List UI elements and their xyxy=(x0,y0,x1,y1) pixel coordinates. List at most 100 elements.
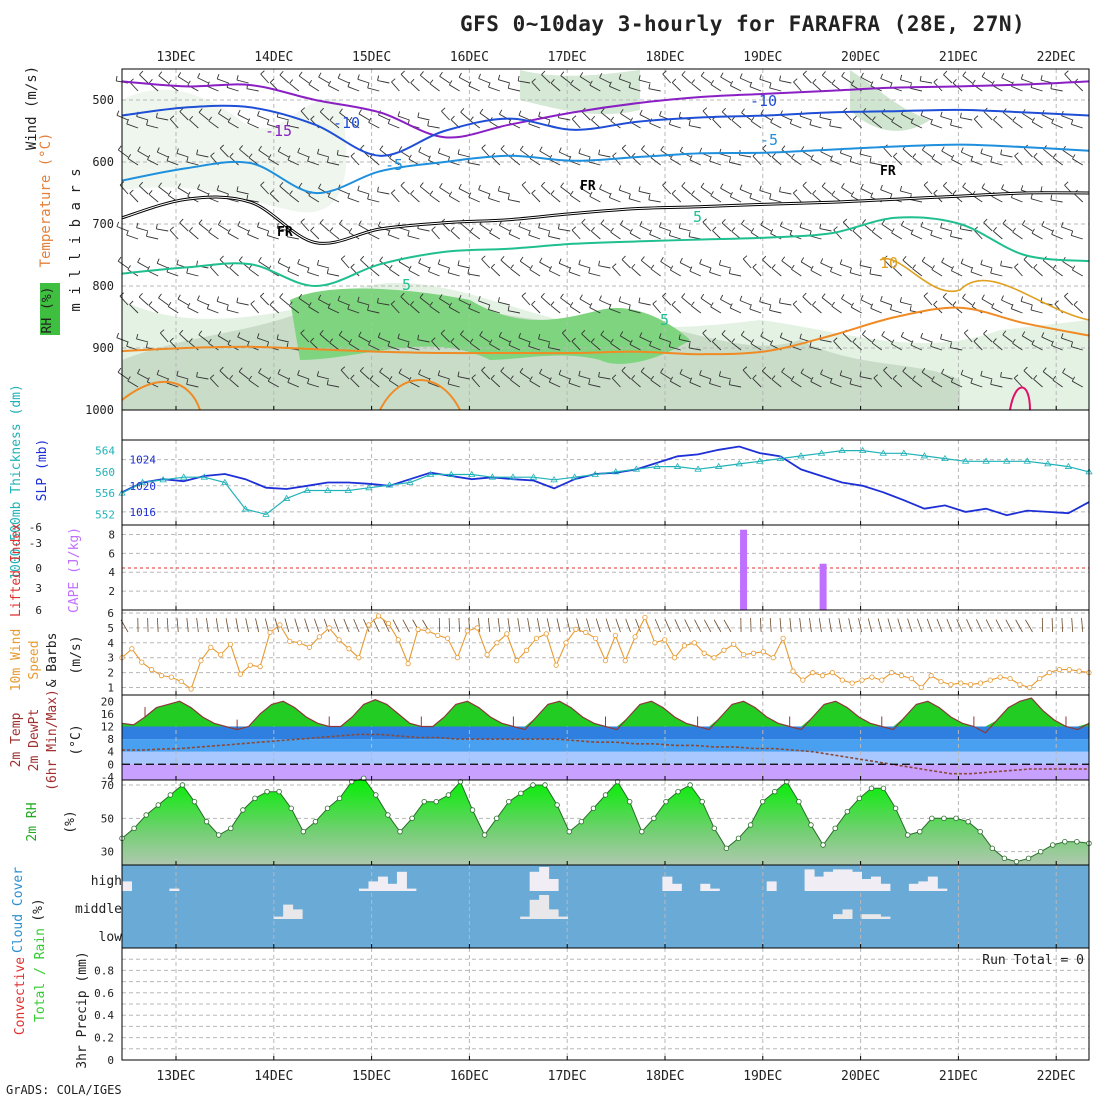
wind-barb-flag xyxy=(186,156,189,163)
wind-barb-flag xyxy=(329,116,334,121)
wind-barb-flag xyxy=(177,294,181,300)
wind-barb-flag xyxy=(1033,375,1038,380)
wind-barb-flag xyxy=(571,226,577,231)
wind-barb-flag xyxy=(187,302,191,308)
wind-barb-flag xyxy=(560,293,564,299)
wind-barb-flag xyxy=(571,337,576,342)
wind-barb xyxy=(541,74,551,84)
wind-barb-flag xyxy=(247,229,250,235)
wind-barb-flag xyxy=(408,265,412,271)
thickness-marker xyxy=(900,449,908,456)
wind-barb xyxy=(438,374,450,380)
wind-barb-flag xyxy=(600,219,605,224)
wind10-marker xyxy=(405,661,411,667)
wind-barb-flag xyxy=(447,378,450,385)
wind-barb-flag xyxy=(1062,368,1066,373)
wind-barb xyxy=(447,272,460,277)
wind-barb-flag xyxy=(329,227,334,232)
wind-barb-flag xyxy=(327,80,332,86)
wind-barb xyxy=(609,85,621,92)
wind-barb-flag xyxy=(310,226,315,231)
wind-barb-flag xyxy=(429,301,433,307)
x-tick-label-bottom: 18DEC xyxy=(645,1069,684,1084)
wind-barb-flag xyxy=(973,337,978,342)
wind-barb xyxy=(578,375,591,380)
wind-barb-flag xyxy=(760,109,764,115)
wind-barb xyxy=(600,112,611,121)
wind-barb-flag xyxy=(336,149,339,155)
wind-barb-flag xyxy=(410,301,415,306)
wind-barb-flag xyxy=(531,300,536,305)
wind-tick-label: 5 xyxy=(107,622,114,635)
rh-marker xyxy=(711,825,717,832)
wind-barb xyxy=(852,341,862,351)
wind-barb xyxy=(638,190,651,195)
pressure-tick-label: 500 xyxy=(92,93,114,107)
wind-barb xyxy=(279,296,290,306)
x-tick-label-top: 18DEC xyxy=(645,50,684,65)
wind-barb xyxy=(581,111,591,121)
wind-barb xyxy=(549,270,561,277)
wind-barb-flag xyxy=(368,340,372,345)
wind-barb-flag xyxy=(790,376,795,381)
wind-barb xyxy=(258,261,269,269)
run-total-label: Run Total = 0 xyxy=(982,953,1084,968)
wind-barb-flag xyxy=(760,331,764,337)
wind-barb-flag xyxy=(810,265,814,271)
wind10-marker xyxy=(375,613,382,619)
wind-barb-flag xyxy=(941,257,945,263)
wind-barb-flag xyxy=(497,185,501,192)
wind-barb xyxy=(156,374,169,380)
temp-tick-label: 20 xyxy=(101,695,114,708)
cloud-cell-high xyxy=(833,869,844,891)
wind-barb xyxy=(638,302,651,306)
rh-marker xyxy=(759,798,766,805)
wind-barb xyxy=(179,222,189,232)
wind-barb xyxy=(769,198,782,203)
wind-barb-flag xyxy=(871,116,876,121)
x-tick-label-top: 22DEC xyxy=(1037,50,1076,65)
wind-barb-flag xyxy=(702,107,708,112)
wind-barb-flag xyxy=(248,375,253,381)
wind-barb xyxy=(760,224,772,232)
wind-barb xyxy=(187,307,199,314)
wind-barb-flag xyxy=(350,263,355,268)
wind-barb xyxy=(943,185,953,195)
wind-barb xyxy=(1030,87,1043,92)
temp-band xyxy=(122,751,1089,765)
contour-label: -10 xyxy=(750,92,777,110)
wind-barb xyxy=(148,305,159,314)
wind-barb xyxy=(802,74,812,84)
wind-barb xyxy=(629,343,641,351)
wind-barb-flag xyxy=(608,81,612,87)
wind-barb xyxy=(1011,85,1023,92)
wind-barb-flag xyxy=(558,258,562,264)
wind-barb-flag xyxy=(740,330,745,336)
wind-barb-flag xyxy=(679,257,683,263)
wind-barb-flag xyxy=(428,155,431,161)
wind-barb xyxy=(729,384,742,388)
footer-credit: GrADS: COLA/IGES xyxy=(6,1083,122,1097)
wind-barb xyxy=(970,382,983,388)
wind-barb-flag xyxy=(691,79,696,84)
thickness-marker xyxy=(858,446,867,454)
wind-barb xyxy=(510,268,521,277)
wind-barb-flag xyxy=(439,294,443,299)
wind10-barb xyxy=(304,618,310,633)
wind-barb-flag xyxy=(662,70,667,75)
wind-barb-flag xyxy=(728,157,731,163)
cloud-cell-middle xyxy=(273,916,284,919)
wind10-marker xyxy=(445,635,451,641)
wind-barb-flag xyxy=(508,340,512,346)
wind-barb xyxy=(260,296,270,306)
wind-barb xyxy=(318,76,330,84)
wind-barb xyxy=(289,194,300,203)
wind-barb xyxy=(689,270,702,277)
wind-barb xyxy=(1061,226,1073,232)
wind-barb-flag xyxy=(158,71,163,76)
wind-barb-flag xyxy=(812,189,817,195)
wind-barb xyxy=(467,273,480,277)
wind-barb-flag xyxy=(750,339,755,344)
wind10-marker xyxy=(297,640,303,646)
wind-barb xyxy=(650,379,661,388)
